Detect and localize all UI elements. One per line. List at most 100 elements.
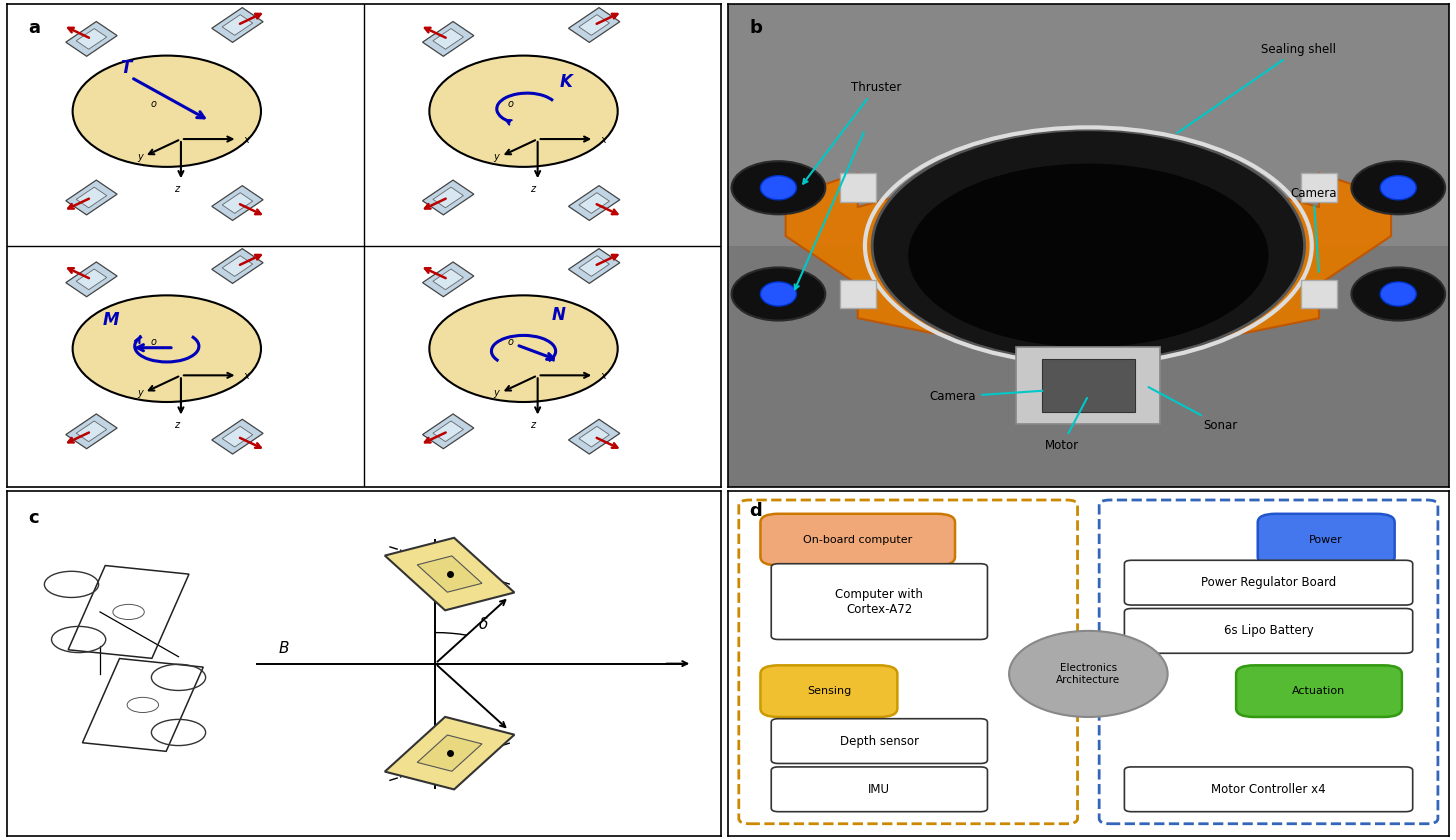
Text: Motor Controller x4: Motor Controller x4	[1211, 783, 1326, 795]
FancyBboxPatch shape	[728, 342, 1449, 391]
Text: Computer with
Cortex-A72: Computer with Cortex-A72	[836, 588, 923, 616]
Circle shape	[1380, 282, 1417, 306]
Polygon shape	[568, 419, 620, 454]
Text: b: b	[750, 18, 763, 37]
Polygon shape	[66, 414, 116, 449]
FancyBboxPatch shape	[728, 52, 1449, 101]
FancyBboxPatch shape	[728, 438, 1449, 487]
Text: Motor: Motor	[1045, 398, 1088, 452]
Polygon shape	[579, 255, 610, 276]
Text: Sensing: Sensing	[807, 686, 850, 696]
FancyBboxPatch shape	[840, 173, 875, 202]
Polygon shape	[211, 419, 264, 454]
Text: N: N	[552, 306, 566, 323]
Text: Sealing shell: Sealing shell	[1176, 43, 1337, 133]
Text: y: y	[137, 152, 143, 162]
Polygon shape	[76, 421, 106, 442]
FancyBboxPatch shape	[1124, 767, 1412, 811]
Polygon shape	[422, 262, 473, 297]
Polygon shape	[418, 556, 482, 592]
Text: Camera: Camera	[930, 391, 1042, 403]
Text: x: x	[600, 371, 606, 381]
Text: Camera: Camera	[1290, 187, 1337, 272]
Polygon shape	[579, 427, 610, 447]
FancyBboxPatch shape	[1236, 665, 1402, 717]
Text: Thruster: Thruster	[804, 81, 901, 184]
Polygon shape	[211, 8, 264, 42]
Text: z: z	[173, 420, 179, 430]
Text: K: K	[559, 73, 572, 91]
Text: z: z	[530, 420, 536, 430]
Polygon shape	[223, 255, 253, 276]
Polygon shape	[76, 29, 106, 50]
FancyBboxPatch shape	[1016, 347, 1160, 424]
Polygon shape	[384, 717, 514, 790]
FancyBboxPatch shape	[760, 514, 955, 565]
Text: B: B	[278, 641, 288, 656]
Polygon shape	[418, 735, 482, 771]
Text: c: c	[29, 509, 39, 527]
Polygon shape	[568, 8, 620, 42]
Ellipse shape	[73, 55, 261, 167]
Polygon shape	[66, 262, 116, 297]
Text: On-board computer: On-board computer	[804, 534, 913, 544]
Ellipse shape	[731, 161, 826, 214]
Text: y: y	[494, 388, 499, 398]
FancyBboxPatch shape	[728, 101, 1449, 150]
Circle shape	[760, 282, 796, 306]
Text: x: x	[600, 135, 606, 145]
Polygon shape	[384, 538, 514, 611]
Polygon shape	[432, 29, 463, 50]
FancyBboxPatch shape	[1124, 608, 1412, 654]
Circle shape	[1380, 176, 1417, 200]
FancyBboxPatch shape	[772, 564, 987, 639]
Polygon shape	[786, 173, 1390, 352]
Text: o: o	[508, 337, 514, 347]
Polygon shape	[223, 192, 253, 213]
FancyBboxPatch shape	[840, 280, 875, 308]
Text: Electronics
Architecture: Electronics Architecture	[1056, 663, 1121, 685]
Text: Power: Power	[1309, 534, 1342, 544]
Polygon shape	[76, 187, 106, 207]
Text: T: T	[121, 59, 132, 76]
Text: z: z	[173, 184, 179, 194]
Polygon shape	[66, 22, 116, 56]
Text: y: y	[137, 388, 143, 398]
Polygon shape	[579, 14, 610, 35]
Text: Power Regulator Board: Power Regulator Board	[1201, 576, 1337, 589]
Polygon shape	[432, 269, 463, 290]
Text: IMU: IMU	[868, 783, 891, 795]
Text: 6s Lipo Battery: 6s Lipo Battery	[1223, 624, 1313, 638]
Polygon shape	[422, 180, 473, 215]
Ellipse shape	[1351, 267, 1446, 321]
FancyBboxPatch shape	[728, 245, 1449, 294]
Text: o: o	[508, 99, 514, 109]
Text: x: x	[243, 371, 249, 381]
Polygon shape	[568, 249, 620, 283]
FancyBboxPatch shape	[772, 767, 987, 811]
Text: y: y	[494, 152, 499, 162]
Text: d: d	[750, 501, 763, 520]
Polygon shape	[223, 14, 253, 35]
FancyBboxPatch shape	[1258, 514, 1395, 565]
Ellipse shape	[1351, 161, 1446, 214]
Text: M: M	[102, 311, 119, 328]
Text: o: o	[151, 99, 157, 109]
Ellipse shape	[1009, 631, 1168, 717]
Ellipse shape	[430, 296, 617, 402]
Text: Sonar: Sonar	[1149, 387, 1238, 433]
FancyBboxPatch shape	[760, 665, 897, 717]
Text: a: a	[29, 18, 41, 37]
FancyBboxPatch shape	[772, 719, 987, 764]
FancyBboxPatch shape	[1041, 360, 1136, 412]
Polygon shape	[432, 421, 463, 442]
Text: $\delta$: $\delta$	[478, 617, 489, 633]
Text: Depth sensor: Depth sensor	[840, 735, 919, 748]
FancyBboxPatch shape	[1124, 560, 1412, 605]
Polygon shape	[422, 22, 473, 56]
FancyBboxPatch shape	[1302, 280, 1337, 308]
FancyBboxPatch shape	[728, 294, 1449, 342]
Polygon shape	[568, 186, 620, 220]
Polygon shape	[422, 414, 473, 449]
Text: x: x	[243, 135, 249, 145]
